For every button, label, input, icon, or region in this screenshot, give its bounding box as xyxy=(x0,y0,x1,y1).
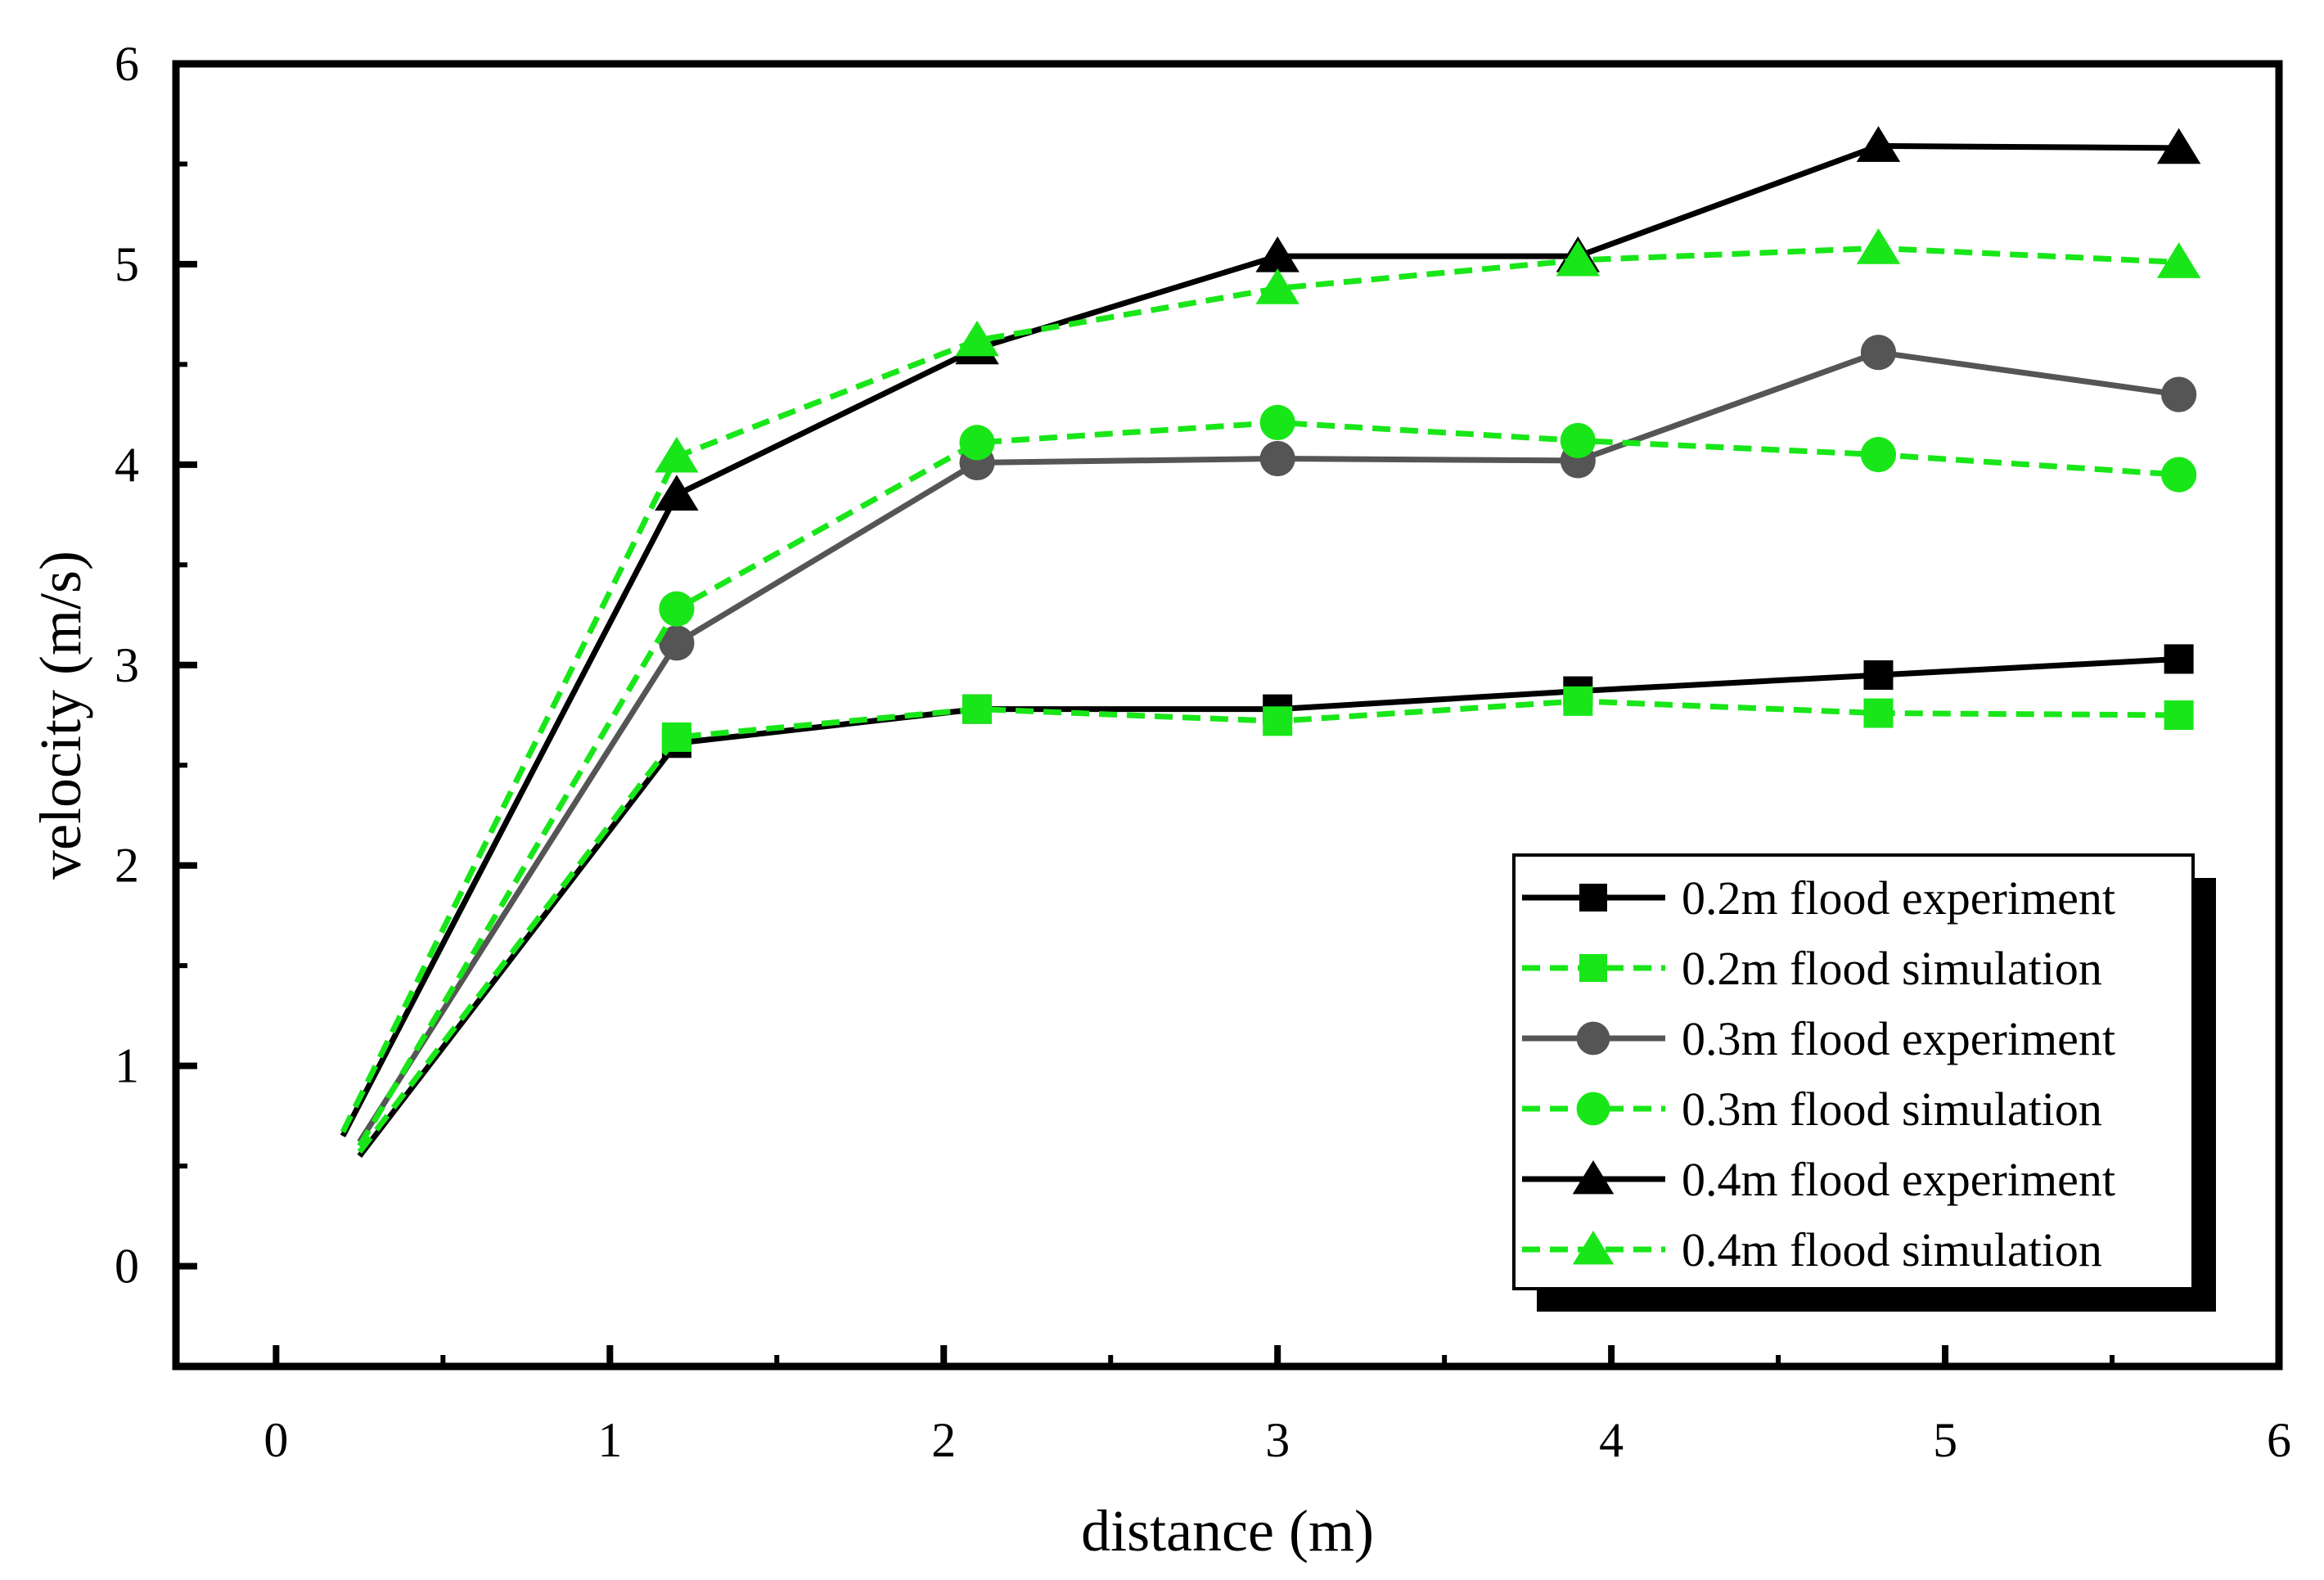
data-point xyxy=(655,475,699,511)
y-tick-label: 2 xyxy=(115,839,139,893)
data-point xyxy=(2156,128,2201,164)
data-point xyxy=(959,425,995,461)
legend-marker xyxy=(1576,1021,1610,1056)
data-point xyxy=(1560,422,1596,459)
legend-marker xyxy=(1576,1092,1610,1126)
data-point xyxy=(955,320,999,357)
y-tick-label: 1 xyxy=(115,1039,139,1093)
x-tick-label: 2 xyxy=(931,1413,956,1467)
legend-entry: 0.3m flood simulation xyxy=(1522,1083,2102,1136)
data-point xyxy=(2161,376,2197,412)
data-point xyxy=(659,591,695,627)
legend-entry: 0.2m flood experiment xyxy=(1522,871,2115,925)
legend-entry: 0.4m flood simulation xyxy=(1522,1223,2102,1276)
legend-marker xyxy=(1572,1160,1615,1195)
y-tick-label: 0 xyxy=(115,1240,139,1294)
data-point xyxy=(1259,440,1295,477)
data-point xyxy=(1856,228,1901,264)
legend-entry: 0.3m flood experiment xyxy=(1522,1012,2115,1065)
x-tick-label: 3 xyxy=(1265,1413,1290,1467)
series-0-3m-flood-simulation xyxy=(357,404,2197,1148)
data-point xyxy=(2156,242,2201,278)
data-point xyxy=(2164,700,2194,730)
data-point xyxy=(1556,240,1601,277)
legend-label: 0.2m flood experiment xyxy=(1682,871,2115,925)
data-point xyxy=(1255,268,1299,304)
data-point xyxy=(1860,437,1897,473)
legend-marker xyxy=(1579,954,1607,982)
y-tick-label: 3 xyxy=(115,638,139,692)
y-axis-title: velocity (m/s) xyxy=(28,551,93,880)
y-tick-label: 4 xyxy=(115,438,139,492)
data-point xyxy=(1860,335,1897,371)
data-point xyxy=(1863,660,1894,691)
legend-label: 0.4m flood simulation xyxy=(1682,1223,2102,1276)
legend-label: 0.3m flood simulation xyxy=(1682,1083,2102,1136)
x-tick-label: 0 xyxy=(263,1413,288,1467)
x-tick-label: 5 xyxy=(1933,1413,1957,1467)
x-tick-label: 1 xyxy=(597,1413,622,1467)
series-0-2m-flood-simulation xyxy=(357,686,2194,1155)
legend-entry: 0.4m flood experiment xyxy=(1522,1153,2115,1206)
legend-box xyxy=(1512,853,2195,1290)
x-tick-label: 6 xyxy=(2267,1413,2291,1467)
data-point xyxy=(2161,457,2197,493)
y-tick-label: 5 xyxy=(115,237,139,291)
legend-label: 0.2m flood simulation xyxy=(1682,942,2102,995)
legend-label: 0.3m flood experiment xyxy=(1682,1012,2115,1065)
data-point xyxy=(1856,126,1901,162)
data-point xyxy=(661,722,691,752)
legend-marker xyxy=(1579,884,1607,912)
y-tick-label: 6 xyxy=(115,37,139,91)
x-axis-title: distance (m) xyxy=(1081,1498,1374,1564)
data-point xyxy=(655,436,699,473)
data-point xyxy=(659,625,695,661)
legend-label: 0.4m flood experiment xyxy=(1682,1153,2115,1206)
x-tick-label: 4 xyxy=(1599,1413,1624,1467)
data-point xyxy=(2164,644,2194,674)
data-point xyxy=(962,694,993,724)
data-point xyxy=(1259,404,1295,441)
legend-marker xyxy=(1572,1231,1615,1265)
series-0-4m-flood-simulation xyxy=(340,228,2201,1133)
data-point xyxy=(1863,698,1894,728)
plot-frame xyxy=(172,60,2283,1371)
data-point xyxy=(1563,686,1593,716)
data-point xyxy=(1255,236,1299,272)
legend-entry: 0.2m flood simulation xyxy=(1522,942,2102,995)
data-point xyxy=(1263,706,1293,736)
